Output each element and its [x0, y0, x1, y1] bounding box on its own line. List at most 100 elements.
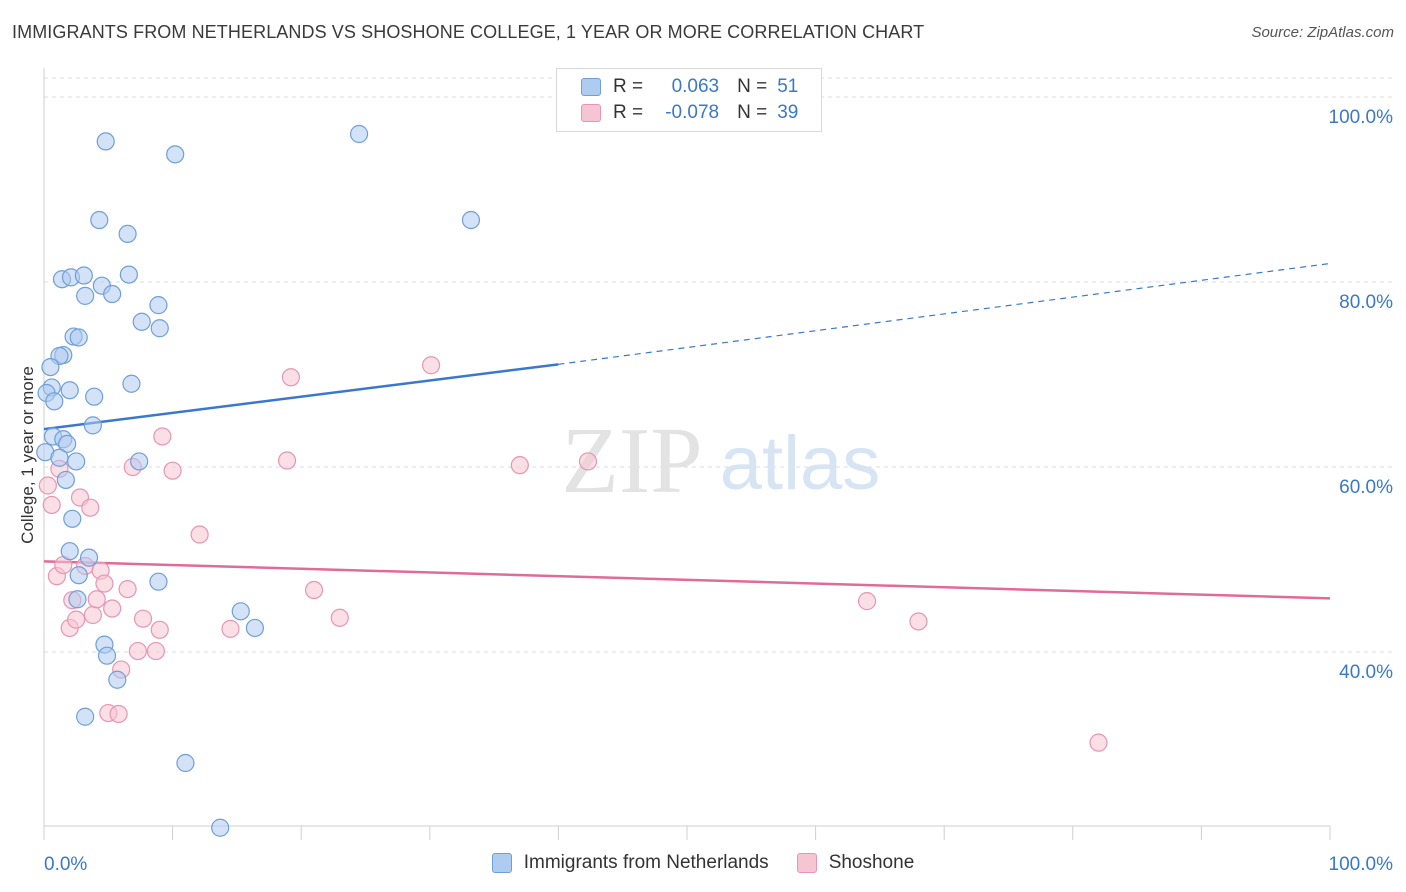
- netherlands-point: [76, 286, 95, 305]
- netherlands-point: [96, 132, 115, 151]
- netherlands-swatch: [581, 78, 601, 96]
- shoshone-trend-line: [43, 560, 1331, 600]
- legend-item-netherlands[interactable]: Immigrants from Netherlands: [491, 852, 769, 874]
- netherlands-trend-line: [43, 363, 559, 431]
- netherlands-point: [130, 452, 149, 471]
- shoshone-point: [163, 461, 182, 480]
- netherlands-point: [90, 210, 109, 230]
- x-tick-label-min: 0.0%: [44, 854, 87, 875]
- y-tick-label: 60.0%: [1339, 477, 1393, 498]
- watermark-atlas: atlas: [720, 421, 881, 506]
- netherlands-point: [63, 509, 82, 528]
- shoshone-point: [153, 427, 172, 446]
- shoshone-point: [421, 356, 441, 375]
- tick-labels: 40.0% 60.0% 80.0% 100.0% 0.0% 100.0%: [44, 107, 1393, 875]
- netherlands-point: [60, 381, 79, 400]
- netherlands-point: [166, 145, 185, 164]
- netherlands-point: [79, 548, 99, 567]
- netherlands-point: [211, 818, 230, 837]
- netherlands-point: [67, 452, 86, 471]
- shoshone-point: [277, 451, 297, 470]
- shoshone-point: [103, 599, 122, 618]
- r-label: R =: [613, 76, 644, 97]
- series-legend: Immigrants from Netherlands Shoshone: [0, 852, 1406, 874]
- shoshone-r-value: -0.078: [665, 102, 720, 123]
- trend-lines: [43, 262, 1331, 600]
- netherlands-point: [245, 618, 265, 638]
- netherlands-point: [132, 312, 151, 331]
- netherlands-point: [74, 266, 93, 285]
- netherlands-trend-extension: [558, 262, 1331, 365]
- r-label: R =: [613, 102, 644, 123]
- legend-row-shoshone: R = -0.078 N = 39: [581, 101, 798, 125]
- source-credit: Source: ZipAtlas.com: [1251, 24, 1394, 41]
- shoshone-point: [190, 525, 209, 544]
- netherlands-legend-label: Immigrants from Netherlands: [523, 852, 769, 873]
- netherlands-point: [60, 542, 79, 561]
- shoshone-point: [38, 476, 57, 495]
- grid-layer: [44, 77, 1392, 653]
- shoshone-point: [221, 619, 240, 638]
- netherlands-point: [69, 328, 88, 347]
- shoshone-legend-swatch: [796, 853, 817, 873]
- netherlands-point: [231, 602, 250, 621]
- shoshone-point: [281, 368, 301, 387]
- netherlands-r-value: 0.063: [671, 76, 720, 97]
- shoshone-point: [1089, 733, 1108, 752]
- shoshone-point: [118, 579, 137, 599]
- netherlands-point: [68, 590, 87, 609]
- netherlands-point: [41, 358, 60, 377]
- netherlands-point: [122, 374, 141, 393]
- shoshone-point: [81, 498, 100, 517]
- chart-title: IMMIGRANTS FROM NETHERLANDS VS SHOSHONE …: [12, 22, 925, 42]
- shoshone-point: [42, 495, 61, 515]
- netherlands-point: [45, 392, 64, 411]
- n-label: N =: [737, 102, 768, 123]
- shoshone-point: [95, 574, 114, 593]
- shoshone-point: [133, 609, 153, 628]
- shoshone-point: [330, 608, 349, 627]
- netherlands-point: [149, 296, 168, 315]
- data-points: [36, 124, 1108, 837]
- shoshone-point: [150, 620, 169, 639]
- shoshone-point: [87, 590, 106, 609]
- netherlands-point: [349, 124, 369, 144]
- netherlands-point: [103, 284, 122, 304]
- shoshone-point: [909, 612, 928, 631]
- shoshone-point: [146, 641, 165, 661]
- shoshone-legend-label: Shoshone: [828, 852, 915, 873]
- netherlands-point: [176, 753, 195, 773]
- stats-legend: R = 0.063 N = 51 R = -0.078 N = 39: [556, 68, 822, 132]
- shoshone-point: [304, 580, 324, 600]
- y-tick-label: 40.0%: [1339, 662, 1393, 683]
- netherlands-point: [58, 434, 77, 453]
- shoshone-point: [109, 704, 128, 724]
- netherlands-point: [85, 387, 104, 406]
- x-tick-label-max: 100.0%: [1329, 854, 1394, 875]
- watermark: ZIP atlas: [562, 409, 881, 513]
- shoshone-swatch: [581, 104, 601, 122]
- netherlands-point: [461, 210, 481, 230]
- netherlands-point: [56, 470, 75, 490]
- netherlands-point: [50, 448, 69, 467]
- shoshone-point: [857, 592, 877, 611]
- netherlands-point: [76, 707, 95, 726]
- shoshone-point: [67, 610, 86, 629]
- y-tick-label: 100.0%: [1329, 107, 1394, 128]
- netherlands-point: [119, 265, 138, 284]
- n-label: N =: [737, 76, 768, 97]
- netherlands-point: [97, 646, 117, 665]
- legend-row-netherlands: R = 0.063 N = 51: [581, 75, 798, 99]
- netherlands-point: [118, 224, 137, 243]
- netherlands-point: [149, 572, 168, 591]
- netherlands-point: [108, 670, 127, 689]
- netherlands-point: [150, 319, 169, 338]
- netherlands-point: [69, 566, 88, 585]
- shoshone-point: [578, 452, 598, 471]
- netherlands-n-value: 51: [777, 76, 799, 97]
- shoshone-point: [510, 456, 529, 475]
- shoshone-point: [83, 605, 102, 625]
- shoshone-n-value: 39: [777, 102, 799, 123]
- legend-item-shoshone[interactable]: Shoshone: [796, 852, 915, 874]
